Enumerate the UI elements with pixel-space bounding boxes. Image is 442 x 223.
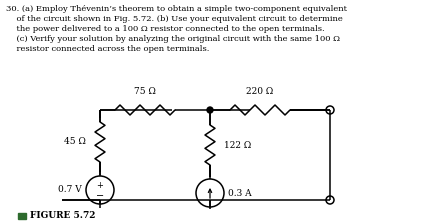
Text: 0.3 A: 0.3 A [228,188,251,198]
Text: FIGURE 5.72: FIGURE 5.72 [30,211,95,221]
Circle shape [207,107,213,113]
Text: 75 Ω: 75 Ω [134,87,156,96]
Bar [18,213,26,219]
Text: −: − [96,191,104,201]
Text: 45 Ω: 45 Ω [64,138,86,147]
Text: +: + [96,182,103,190]
Text: 0.7 V: 0.7 V [58,186,82,194]
Text: 122 Ω: 122 Ω [224,140,251,149]
Text: 220 Ω: 220 Ω [246,87,274,96]
Text: 30. (a) Employ Thévenin’s theorem to obtain a simple two-component equivalent
  : 30. (a) Employ Thévenin’s theorem to obt… [6,5,347,53]
